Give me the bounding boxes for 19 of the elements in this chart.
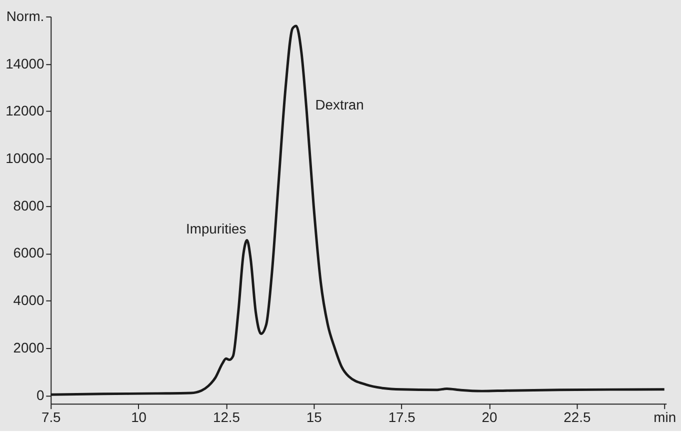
y-tick-label: 12000 xyxy=(6,102,44,119)
x-tick-label: min xyxy=(654,408,676,425)
x-tick-label: 7.5 xyxy=(41,408,62,425)
annotation: Dextran xyxy=(315,96,364,112)
x-tick-label: 10 xyxy=(131,408,147,425)
y-tick-label: Norm. xyxy=(6,8,44,24)
y-tick-label: 2000 xyxy=(13,339,44,356)
annotation: Impurities xyxy=(186,220,246,236)
x-tick-label: 12.5 xyxy=(212,408,240,425)
x-tick-label: 15 xyxy=(306,408,322,425)
y-tick-label: 8000 xyxy=(13,197,44,214)
x-tick-label: 20 xyxy=(482,408,498,425)
x-tick-label: 17.5 xyxy=(388,408,416,425)
y-tick-label: 14000 xyxy=(6,55,44,72)
y-tick-label: 4000 xyxy=(13,292,44,308)
x-tick-label: 22.5 xyxy=(564,408,591,425)
y-tick-label: 0 xyxy=(36,386,44,403)
y-tick-label: 10000 xyxy=(6,150,44,166)
y-tick-label: 6000 xyxy=(13,244,44,261)
